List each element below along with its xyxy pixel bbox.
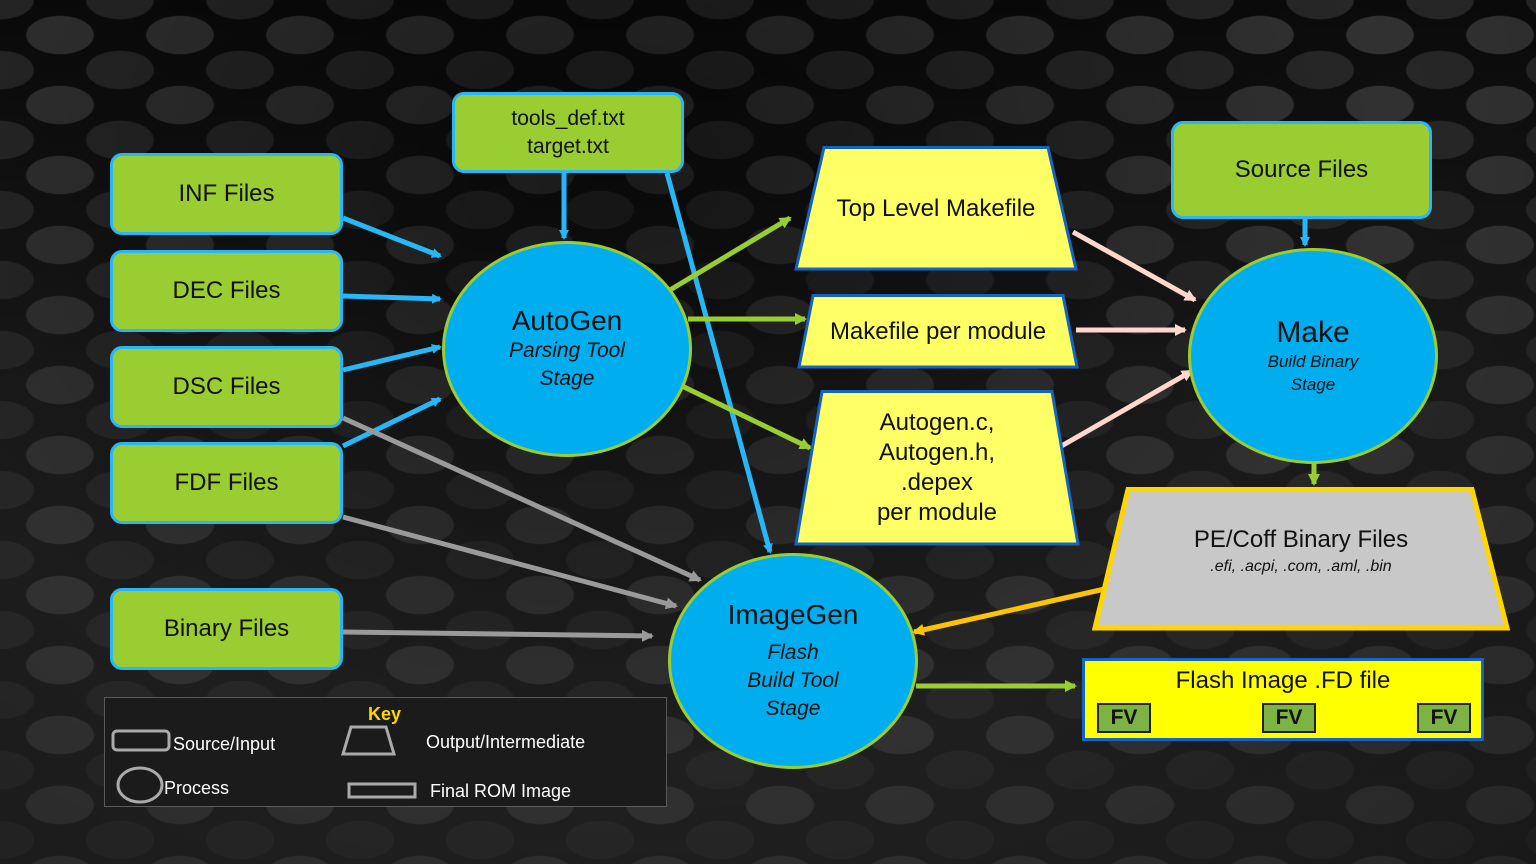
arrow-dsc-autogen (342, 343, 442, 373)
flash-image-box: Flash Image .FD file FV FV FV (1082, 658, 1484, 741)
arrow-pecoff-imagegen (912, 583, 1119, 636)
legend-final-rom-shape (347, 782, 417, 799)
legend-key: Key Source/Input Process Output/Intermed… (104, 697, 667, 807)
autogen-files-line4: per module (876, 499, 998, 526)
fdf-files-label: FDF Files (174, 469, 279, 496)
dec-files-box: DEC Files (110, 250, 343, 332)
legend-source-label: Source/Input (173, 734, 276, 754)
fdf-files-box: FDF Files (110, 442, 343, 524)
pecoff-output: PE/Coff Binary Files .efi, .acpi, .com, … (1092, 487, 1510, 631)
makefile-per-module-output: Makefile per module (797, 294, 1079, 369)
fv-block: FV (1417, 703, 1471, 733)
top-makefile-output: Top Level Makefile (794, 146, 1078, 271)
legend-final-rom-label: Final ROM Image (430, 781, 572, 801)
makefile-per-module-label: Makefile per module (829, 317, 1047, 345)
legend-source-shape (111, 729, 171, 752)
tools-def-label: tools_def.txt (511, 106, 625, 130)
dec-files-label: DEC Files (172, 277, 281, 304)
legend-title: Key (368, 704, 402, 724)
arrow-fdf-imagegen (342, 514, 678, 610)
fv-block: FV (1097, 703, 1151, 733)
pecoff-title: PE/Coff Binary Files (1193, 526, 1409, 553)
autogen-sub2: Stage (539, 367, 595, 390)
top-makefile-label: Top Level Makefile (836, 194, 1036, 222)
binary-files-label: Binary Files (163, 615, 290, 642)
legend-process-label: Process (164, 778, 230, 798)
pecoff-text: PE/Coff Binary Files .efi, .acpi, .com, … (1092, 479, 1510, 623)
arrow-fdf-autogen (341, 396, 442, 449)
fv-block: FV (1262, 703, 1316, 733)
legend-process-shape (116, 766, 164, 804)
makefile-per-module-shape (797, 294, 1079, 369)
top-makefile-text: Top Level Makefile (794, 146, 1078, 271)
arrow-binary-imagegen (342, 629, 654, 642)
inf-files-label: INF Files (178, 180, 275, 207)
autogen-files-text: Autogen.c, Autogen.h, .depex per module (794, 390, 1080, 546)
arrow-dec-autogen (342, 293, 442, 304)
arrow-autogen-autogenc (680, 383, 812, 451)
imagegen-sub1: Flash (767, 641, 819, 664)
imagegen-title: ImageGen (727, 599, 859, 630)
arrow-topmake-make (1071, 229, 1197, 303)
dsc-files-box: DSC Files (110, 346, 343, 428)
autogen-files-output: Autogen.c, Autogen.h, .depex per module (794, 390, 1080, 546)
autogen-process: AutoGen Parsing Tool Stage (442, 241, 692, 457)
pecoff-shape (1092, 487, 1510, 631)
makefile-per-module-text: Makefile per module (797, 294, 1079, 369)
arrow-dsc-imagegen (341, 415, 702, 583)
source-files-label: Source Files (1234, 156, 1369, 183)
pecoff-sub: .efi, .acpi, .com, .aml, .bin (1210, 558, 1392, 575)
imagegen-process: ImageGen Flash Build Tool Stage (668, 553, 918, 769)
legend-shapes (111, 725, 417, 804)
binary-files-box: Binary Files (110, 588, 343, 670)
autogen-sub1: Parsing Tool (509, 339, 625, 362)
autogen-files-line1: Autogen.c, (879, 409, 995, 436)
target-txt-label: target.txt (527, 134, 609, 158)
legend-output-label: Output/Intermediate (426, 732, 586, 752)
make-process: Make Build Binary Stage (1188, 248, 1438, 464)
make-title: Make (1276, 316, 1350, 349)
flash-image-title: Flash Image .FD file (1175, 667, 1391, 694)
make-sub2: Stage (1290, 375, 1336, 394)
tools-def-box: tools_def.txt target.txt (452, 92, 684, 173)
arrow-inf-autogen (342, 215, 442, 259)
legend-output-shape (340, 725, 397, 756)
make-sub1: Build Binary (1267, 352, 1359, 371)
top-makefile-shape (794, 146, 1078, 271)
inf-files-box: INF Files (110, 153, 343, 235)
arrow-autogenc-make (1056, 368, 1194, 451)
arrow-tools-imagegen (664, 172, 773, 554)
autogen-title: AutoGen (511, 305, 623, 336)
autogen-files-shape (794, 390, 1080, 546)
autogen-files-line2: Autogen.h, (878, 439, 996, 466)
autogen-files-line3: .depex (900, 469, 974, 496)
source-files-box: Source Files (1171, 121, 1432, 219)
imagegen-sub2: Build Tool (747, 669, 839, 692)
arrow-autogen-topmake (668, 215, 792, 293)
dsc-files-label: DSC Files (172, 373, 281, 400)
imagegen-sub3: Stage (765, 697, 821, 720)
